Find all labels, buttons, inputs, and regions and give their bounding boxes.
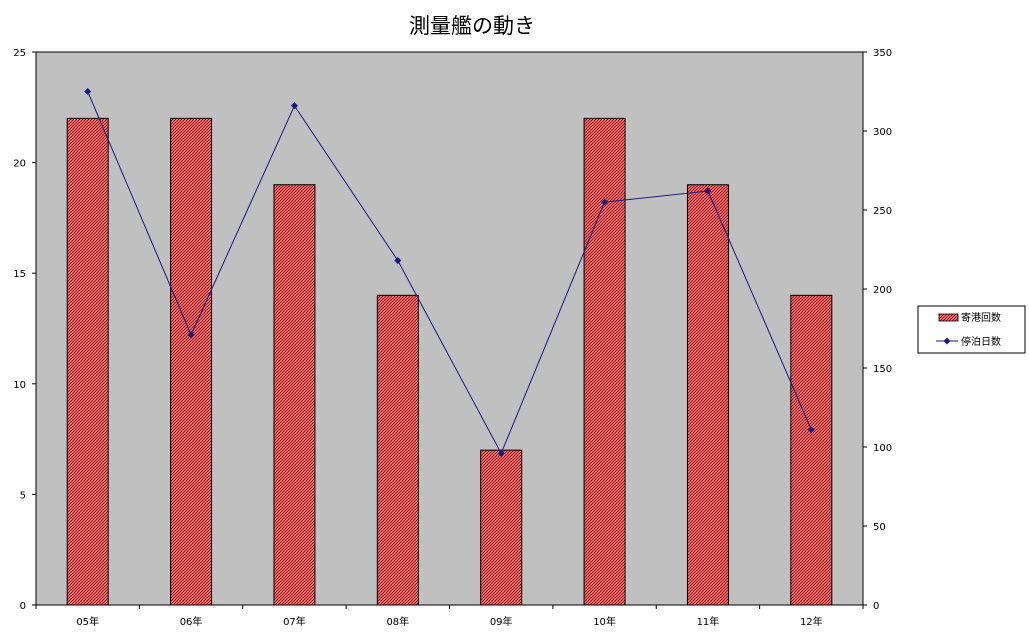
line-point — [84, 87, 92, 96]
bar — [66, 117, 109, 606]
y-axis-right: 0 50 100 150 200 250 300 350 — [863, 48, 892, 612]
series-line — [87, 91, 812, 455]
x-tick-label: 12年 — [800, 615, 823, 628]
chart-title: 測量艦の動き — [409, 14, 535, 38]
legend-line-marker — [943, 337, 951, 345]
legend-line-label: 停泊日数 — [961, 335, 1001, 348]
x-tick-label: 07年 — [283, 615, 306, 628]
x-tick-label: 05年 — [76, 615, 99, 628]
line-point — [601, 198, 609, 206]
x-tick-label: 11年 — [697, 615, 720, 628]
bar — [480, 449, 523, 606]
x-tick-label: 08年 — [386, 615, 409, 628]
bar — [790, 294, 833, 606]
x-tick-label: 09年 — [490, 615, 513, 628]
legend-bar-swatch — [938, 313, 959, 322]
bar — [686, 184, 729, 606]
x-tick-label: 10年 — [593, 615, 616, 628]
y-right-tick-label: 200 — [873, 285, 892, 296]
y-right-tick-label: 250 — [873, 206, 892, 217]
y-right-tick-label: 0 — [873, 601, 879, 612]
y-left-tick-label: 5 — [20, 490, 26, 501]
y-right-tick-label: 350 — [873, 48, 892, 59]
line-point — [394, 257, 402, 265]
y-right-tick-label: 50 — [873, 522, 886, 533]
y-left-tick-label: 10 — [13, 380, 26, 391]
bar — [376, 294, 419, 606]
legend-box — [917, 305, 1026, 354]
bar — [583, 117, 626, 606]
line-series — [84, 87, 815, 457]
bar-series — [66, 117, 833, 606]
bar — [170, 117, 213, 606]
y-right-tick-label: 300 — [873, 127, 892, 138]
y-right-tick-label: 150 — [873, 364, 892, 375]
y-left-tick-label: 0 — [20, 601, 26, 612]
x-axis: 05年 06年 07年 08年 09年 10年 11年 12年 — [35, 605, 864, 628]
bar — [273, 184, 316, 606]
y-left-tick-label: 25 — [13, 48, 26, 59]
line-point — [704, 187, 712, 195]
plot-area — [35, 51, 864, 606]
y-left-tick-label: 20 — [13, 159, 26, 170]
line-point — [290, 102, 298, 110]
y-left-tick-label: 15 — [13, 269, 26, 280]
line-point — [187, 331, 195, 339]
line-point — [807, 426, 815, 434]
line-point — [497, 449, 505, 457]
y-axis-left: 0 5 10 15 20 25 — [13, 48, 36, 612]
legend-bar-label: 寄港回数 — [961, 311, 1001, 324]
x-tick-label: 06年 — [180, 615, 203, 628]
legend: 寄港回数 停泊日数 — [917, 305, 1026, 354]
y-right-tick-label: 100 — [873, 443, 892, 454]
